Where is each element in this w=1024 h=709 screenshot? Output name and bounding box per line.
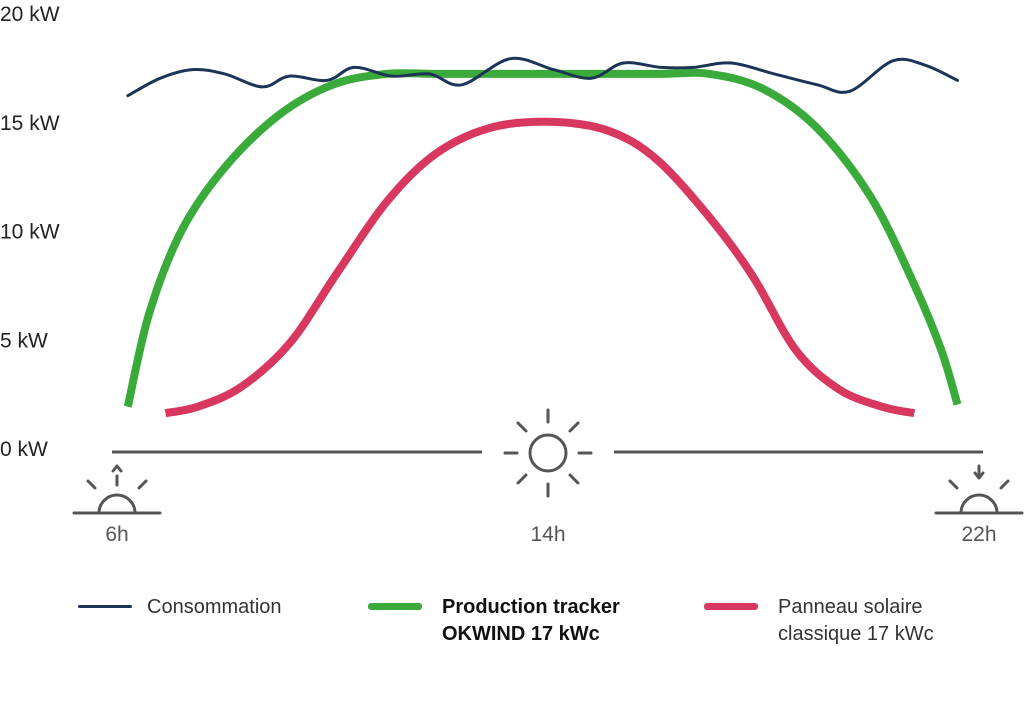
- legend-label-tracker: Production tracker OKWIND 17 kWc: [442, 596, 620, 645]
- legend-item-panneau: Panneau solaire classique 17 kWc: [704, 594, 1004, 654]
- x-tick-label: 6h: [105, 523, 128, 546]
- y-tick-label: 20 kW: [0, 3, 60, 26]
- series-line-tracker: [123, 68, 962, 408]
- legend-swatch-panneau: [704, 603, 758, 610]
- legend-swatch-tracker: [368, 603, 422, 610]
- y-axis-ticks: 0 kW 5 kW 10 kW 15 kW 20 kW: [0, 3, 60, 461]
- sunset-icon: [934, 464, 1024, 515]
- y-tick-label: 10 kW: [0, 221, 60, 244]
- x-tick-label: 14h: [530, 523, 565, 546]
- series-layer: [123, 56, 962, 418]
- x-axis-ticks: 6h 14h 22h: [105, 523, 996, 546]
- legend-label-consommation: Consommation: [147, 596, 282, 618]
- legend-item-tracker: Production tracker OKWIND 17 kWc: [368, 594, 678, 654]
- legend-swatch-consommation: [78, 605, 132, 608]
- legend-item-consommation: Consommation: [78, 594, 338, 654]
- series-line-panneau: [164, 117, 916, 418]
- sun-icon: [503, 408, 593, 498]
- legend-label-panneau: Panneau solaire classique 17 kWc: [778, 596, 934, 645]
- y-tick-label: 0 kW: [0, 438, 48, 461]
- y-tick-label: 5 kW: [0, 329, 48, 352]
- series-line-consommation: [126, 56, 959, 98]
- y-tick-label: 15 kW: [0, 112, 60, 135]
- sunrise-icon: [72, 464, 162, 515]
- x-tick-label: 22h: [961, 523, 996, 546]
